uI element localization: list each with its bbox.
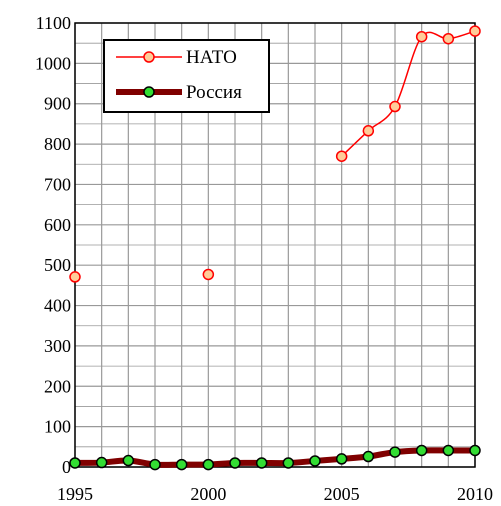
- data-point: [442, 32, 455, 45]
- y-tick-label: 300: [44, 336, 71, 356]
- data-point: [415, 30, 428, 43]
- y-tick-label: 400: [44, 296, 71, 316]
- series-line: [74, 447, 475, 468]
- data-point: [69, 457, 81, 469]
- y-tick-label: 800: [44, 134, 71, 154]
- legend-label-nato: НАТО: [186, 47, 237, 68]
- x-tick-label: 2010: [457, 484, 493, 504]
- data-point: [389, 446, 401, 458]
- data-point: [362, 450, 375, 463]
- x-tick-label: 1995: [57, 484, 93, 504]
- data-point: [442, 444, 455, 457]
- x-tick-label: 2000: [190, 484, 226, 504]
- legend-marker-nato: [143, 51, 155, 63]
- data-point: [229, 457, 241, 469]
- data-point: [69, 271, 81, 283]
- data-point: [149, 458, 161, 471]
- data-point: [122, 454, 135, 467]
- legend-box: [103, 39, 270, 113]
- data-point: [362, 125, 375, 137]
- data-point: [335, 453, 348, 465]
- y-tick-label: 1000: [35, 53, 71, 73]
- data-point: [469, 25, 481, 37]
- data-point: [202, 458, 215, 471]
- legend-marker-russia: [143, 86, 155, 98]
- data-point: [202, 268, 215, 281]
- data-point: [95, 456, 108, 469]
- y-tick-label: 100: [44, 417, 71, 437]
- y-tick-label: 1100: [36, 13, 71, 33]
- data-point: [469, 444, 481, 457]
- y-tick-label: 0: [62, 457, 71, 477]
- data-point: [335, 150, 348, 162]
- y-tick-label: 700: [44, 174, 71, 194]
- y-tick-label: 900: [44, 94, 71, 114]
- y-tick-label: 600: [44, 215, 71, 235]
- legend-label-russia: Россия: [186, 82, 242, 103]
- x-tick-label: 2005: [324, 484, 360, 504]
- series-layer: [69, 25, 481, 471]
- data-point: [415, 444, 428, 457]
- y-tick-label: 200: [44, 376, 71, 396]
- data-point: [389, 100, 401, 113]
- data-point: [282, 457, 295, 469]
- data-point: [175, 458, 188, 471]
- axes: 0 100 200 300 400 500 600 700 800 900 1000 1100 1995…: [35, 13, 493, 504]
- plot-frame: [74, 22, 476, 468]
- y-tick-label: 500: [44, 255, 71, 275]
- legend: НАТО Россия: [103, 39, 270, 113]
- data-point: [255, 457, 268, 469]
- data-point: [309, 455, 321, 467]
